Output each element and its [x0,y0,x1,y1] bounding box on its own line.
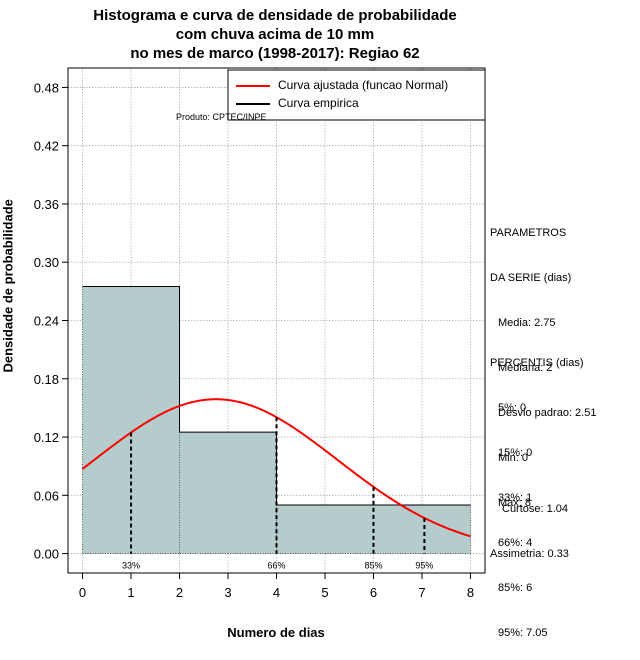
legend-label-empirical: Curva empirica [278,96,359,110]
chart-title-line-1: Histograma e curva de densidade de proba… [93,7,457,24]
parametros-header-1: PARAMETROS [490,227,567,239]
x-axis-label: Numero de dias [227,625,325,640]
x-tick-label-8: 8 [467,585,474,600]
histogram-bar-0 [82,286,180,554]
parametro-media: Media: 2.75 [498,317,556,329]
y-tick-label-0: 0.00 [34,547,59,562]
y-tick-label-7: 0.42 [34,139,59,154]
percentil-33: 33%: 1 [498,492,533,504]
x-tick-label-5: 5 [321,585,328,600]
produto-credit: Produto: CPTEC/INPE [176,112,267,122]
y-tick-label-3: 0.18 [34,372,59,387]
x-tick-label-0: 0 [79,585,86,600]
chart-title-line-2: com chuva acima de 10 mm [175,26,375,43]
x-tick-label-4: 4 [273,585,280,600]
y-axis-label: Densidade de probabilidade [0,199,16,373]
stat-curtose: Curtose: 1.04 [502,503,569,515]
parametros-header-2: DA SERIE (dias) [490,272,572,284]
x-tick-label-1: 1 [127,585,134,600]
legend-label-fitted: Curva ajustada (funcao Normal) [278,78,449,92]
shape-stats-panel: Curtose: 1.04 Assimetria: 0.33 [490,472,569,577]
y-tick-label-1: 0.06 [34,488,59,503]
parametro-mediana: Mediana: 2 [498,362,553,374]
percentil-5: 5%: 0 [498,402,527,414]
percentile-label-66%: 66% [267,561,285,571]
y-tick-label-6: 0.36 [34,197,59,212]
x-tick-label-6: 6 [370,585,377,600]
legend-box [227,69,486,121]
y-tick-label-5: 0.30 [34,255,59,270]
percentis-header: PERCENTIS (dias) [490,357,584,369]
empirical-curve [82,286,471,506]
percentile-label-95%: 95% [415,561,433,571]
stat-assimetria: Assimetria: 0.33 [490,548,569,560]
x-tick-label-7: 7 [418,585,425,600]
percentil-95: 95%: 7.05 [498,627,548,639]
percentil-15: 15%: 0 [498,447,533,459]
percentile-label-33%: 33% [122,561,140,571]
y-tick-label-8: 0.48 [34,80,59,95]
y-tick-label-4: 0.24 [34,314,59,329]
parametro-min: Min: 0 [498,452,528,464]
chart-title-line-3: no mes de marco (1998-2017): Regiao 62 [130,45,420,62]
histogram-bar-1 [179,432,277,554]
parametro-desvio: Desvio padrao: 2.51 [498,407,597,419]
x-tick-label-3: 3 [224,585,231,600]
percentile-label-85%: 85% [364,561,382,571]
x-tick-label-2: 2 [176,585,183,600]
y-tick-label-2: 0.12 [34,430,59,445]
percentis-panel: PERCENTIS (dias) 5%: 0 15%: 0 33%: 1 66%… [490,326,584,656]
percentil-85: 85%: 6 [498,582,533,594]
fitted-normal-curve [81,398,471,538]
parametros-panel: PARAMETROS DA SERIE (dias) Media: 2.75 M… [490,196,596,526]
percentil-66: 66%: 4 [498,537,533,549]
parametro-max: Max: 8 [498,497,532,509]
